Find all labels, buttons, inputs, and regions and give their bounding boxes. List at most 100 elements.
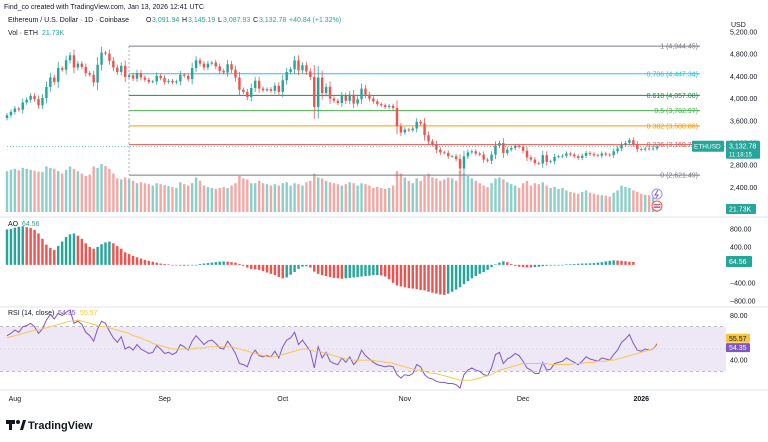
- price-tick-label: 4,000.00: [730, 96, 757, 103]
- ao-bar: [368, 264, 371, 276]
- ao-bar: [466, 264, 470, 282]
- ao-bar: [92, 248, 95, 265]
- candle: [486, 159, 489, 161]
- volume-bar: [494, 178, 497, 212]
- candle: [651, 148, 655, 150]
- ao-bar: [545, 264, 548, 266]
- candle: [179, 74, 182, 82]
- volume-bar: [423, 176, 426, 212]
- volume-bar: [411, 183, 414, 212]
- volume-bar: [498, 177, 501, 212]
- ao-bar: [285, 264, 288, 278]
- volume-bar: [80, 173, 84, 212]
- candle: [616, 148, 619, 152]
- candle: [163, 78, 166, 82]
- candle: [521, 146, 525, 151]
- ao-bar: [490, 264, 493, 268]
- ao-bar: [612, 260, 615, 265]
- candle: [13, 108, 17, 112]
- ao-bar: [112, 243, 115, 265]
- volume-bar: [620, 185, 623, 212]
- candle: [328, 86, 332, 99]
- candle: [612, 151, 615, 156]
- candle: [285, 71, 288, 81]
- ao-bar: [513, 264, 517, 266]
- volume-bar: [123, 177, 127, 212]
- volume-bar: [395, 171, 399, 212]
- candle: [234, 69, 237, 78]
- volume-bar: [135, 183, 139, 212]
- candle: [190, 68, 194, 80]
- fib-level-label: 0.236 (3,169.70): [647, 142, 698, 149]
- volume-bar: [210, 188, 214, 212]
- candle: [584, 152, 588, 156]
- ao-bar: [533, 264, 537, 268]
- ao-pane[interactable]: AO 64.56: [5, 221, 635, 295]
- volume-bar: [76, 171, 80, 212]
- ao-bar: [596, 262, 600, 265]
- candle: [340, 95, 344, 104]
- volume-bar: [100, 164, 103, 212]
- volume-bar: [383, 188, 387, 212]
- volume-bar: [387, 188, 391, 212]
- ao-bar: [411, 264, 414, 289]
- candle: [383, 105, 387, 107]
- candle: [348, 94, 351, 101]
- volume-bar: [64, 169, 68, 212]
- candle: [112, 60, 115, 68]
- volume-bar: [431, 177, 434, 212]
- volume-bar: [147, 184, 151, 212]
- ao-bar: [159, 263, 162, 265]
- axes: 2,400.002,800.003,200.003,600.004,000.00…: [9, 30, 760, 403]
- volume-bar: [238, 176, 241, 212]
- volume-legend[interactable]: Vol · ETH 21.73K: [8, 30, 65, 37]
- ao-bar: [529, 264, 533, 268]
- candle: [376, 101, 379, 105]
- candle: [478, 153, 481, 155]
- candle: [281, 80, 284, 92]
- ao-bar: [580, 263, 584, 265]
- candle: [277, 85, 281, 92]
- ao-bar: [183, 264, 186, 266]
- price-tick-label: 4,400.00: [730, 74, 757, 81]
- candle: [395, 108, 399, 127]
- candle: [5, 115, 9, 118]
- rsi-pane[interactable]: RSI (14, close) 54.35 55.57: [0, 309, 726, 389]
- volume-bar: [293, 183, 296, 212]
- rsi-ma-badge-value: 55.57: [729, 336, 747, 343]
- candle: [336, 100, 340, 104]
- candle: [127, 75, 131, 77]
- ohlc-change: +40.84 (+1.32%): [289, 17, 341, 24]
- candle: [84, 66, 88, 74]
- ao-bar: [620, 260, 623, 265]
- candle: [576, 156, 580, 158]
- price-pane[interactable]: 1 (4,944.45) 0.786 (4,447.34) 0.618 (4,057…: [5, 44, 726, 212]
- symbol-legend[interactable]: Ethereum / U.S. Dollar · 1D · Coinbase O…: [8, 17, 341, 24]
- volume-bar: [344, 184, 348, 212]
- volume-bar: [127, 178, 131, 212]
- volume-bar: [565, 190, 568, 212]
- ao-bar: [482, 264, 485, 273]
- candle: [344, 95, 348, 101]
- volume-bar: [513, 185, 517, 212]
- ao-bar: [175, 264, 178, 266]
- ao-bar: [238, 263, 241, 265]
- volume-bar: [190, 183, 194, 212]
- rsi-line: [6, 309, 658, 389]
- ao-bar: [179, 264, 182, 266]
- ao-bar: [628, 261, 631, 265]
- tradingview-logo[interactable]: TradingView: [6, 420, 93, 432]
- tradingview-logo-icon: [6, 420, 26, 430]
- ao-bar: [9, 228, 13, 265]
- candle: [407, 129, 411, 131]
- ao-bar: [293, 264, 296, 273]
- brand-name: TradingView: [28, 420, 93, 432]
- candle: [68, 55, 72, 61]
- candle: [415, 121, 418, 129]
- volume-bar: [336, 184, 340, 212]
- volume-bar: [242, 178, 245, 212]
- candle: [608, 154, 611, 156]
- volume-badge: [726, 204, 756, 214]
- ao-bar: [494, 264, 497, 266]
